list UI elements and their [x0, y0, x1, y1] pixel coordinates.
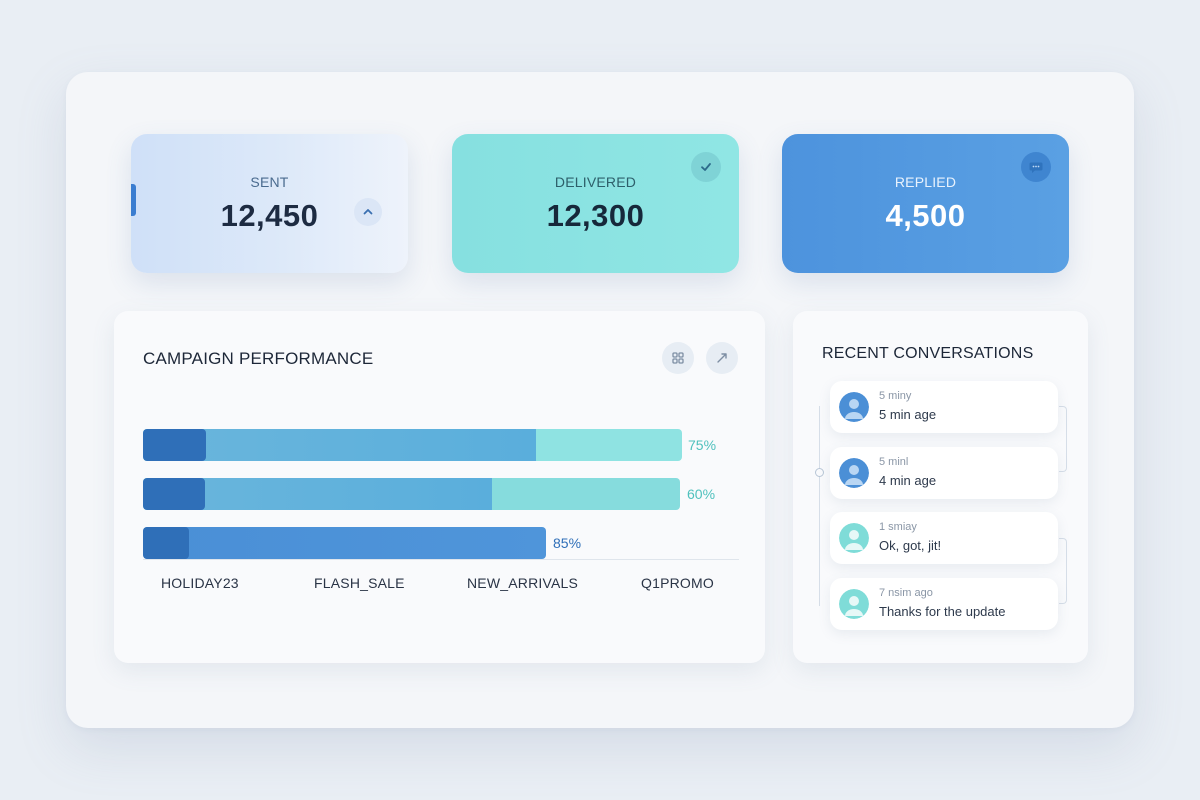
message-text: 5 min age — [879, 407, 937, 422]
stat-label: DELIVERED — [554, 173, 637, 190]
stat-card-replied[interactable]: REPLIED 4,500 — [782, 134, 1069, 273]
category-label: FLASH_SALE — [314, 575, 405, 591]
campaign-performance-card: CAMPAIGN PERFORMANCE 75% 60% 85% HOLIDAY… — [114, 311, 765, 663]
timeline-dot — [815, 468, 824, 477]
thread-bracket — [1059, 538, 1067, 604]
timeline-line — [819, 406, 820, 606]
bar-segment-progress — [143, 429, 536, 461]
bar-segment-start — [143, 478, 205, 510]
avatar — [839, 392, 869, 422]
conversation-item[interactable]: 5 minl 4 min age — [830, 447, 1058, 499]
bar-holiday23[interactable] — [143, 429, 682, 461]
bar-percent-label: 85% — [553, 535, 582, 551]
message-time: 1 smiay — [879, 521, 917, 533]
bar-segment-progress — [143, 527, 546, 559]
axis-baseline — [143, 559, 739, 560]
bar-percent-label: 75% — [688, 437, 717, 453]
message-time: 5 minl — [879, 456, 909, 468]
message-time: 7 nsim ago — [879, 587, 933, 599]
bar-segment-start — [143, 429, 206, 461]
bar-percent-label: 60% — [687, 486, 716, 502]
recent-conversations-card: RECENT CONVERSATIONS 5 miny 5 min age 5 … — [793, 311, 1088, 663]
stat-value: 12,450 — [220, 197, 319, 233]
expand-icon[interactable] — [706, 342, 738, 374]
stat-value: 12,300 — [546, 197, 645, 233]
stat-label: SENT — [250, 173, 289, 190]
bar-segment-start — [143, 527, 189, 559]
stat-label: REPLIED — [894, 173, 957, 190]
card-title: RECENT CONVERSATIONS — [822, 345, 1034, 362]
avatar — [839, 523, 869, 553]
stat-value: 4,500 — [885, 197, 966, 233]
message-time: 5 miny — [879, 390, 912, 402]
category-label: HOLIDAY23 — [161, 575, 239, 591]
avatar — [839, 589, 869, 619]
conversation-item[interactable]: 5 miny 5 min age — [830, 381, 1058, 433]
conversation-item[interactable]: 7 nsim ago Thanks for the update — [830, 578, 1058, 630]
conversation-item[interactable]: 1 smiay Ok, got, jit! — [830, 512, 1058, 564]
chevron-up-icon[interactable] — [354, 198, 382, 226]
active-indicator — [131, 184, 136, 216]
thread-bracket — [1059, 406, 1067, 472]
category-label: Q1PROMO — [641, 575, 714, 591]
stat-card-delivered[interactable]: DELIVERED 12,300 — [452, 134, 739, 273]
message-text: 4 min age — [879, 473, 937, 488]
stat-card-sent[interactable]: SENT 12,450 — [131, 134, 408, 273]
chat-bubble-icon — [1021, 152, 1051, 182]
avatar — [839, 458, 869, 488]
message-text: Ok, got, jit! — [879, 538, 942, 553]
message-text: Thanks for the update — [879, 604, 1006, 619]
checkmark-icon — [691, 152, 721, 182]
grid-settings-icon[interactable] — [662, 342, 694, 374]
bar-flash-sale[interactable] — [143, 478, 680, 510]
card-title: CAMPAIGN PERFORMANCE — [143, 349, 374, 368]
bar-new-arrivals[interactable] — [143, 527, 546, 559]
category-label: NEW_ARRIVALS — [467, 575, 579, 591]
